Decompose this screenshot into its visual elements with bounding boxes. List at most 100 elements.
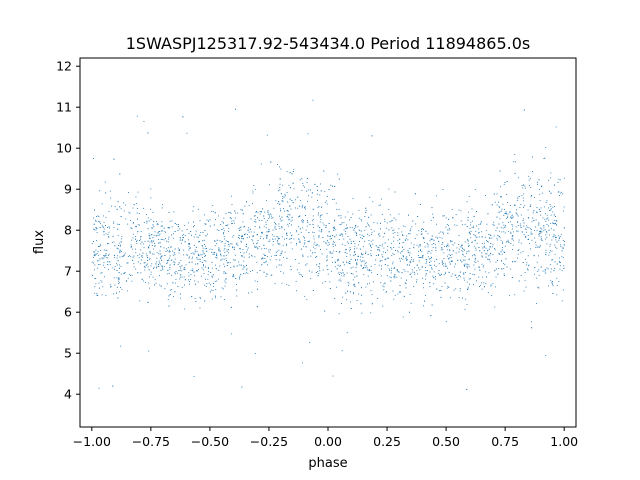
data-point xyxy=(537,183,538,185)
data-point xyxy=(109,261,111,263)
data-point xyxy=(306,181,308,183)
data-point xyxy=(327,273,329,275)
data-point xyxy=(473,216,475,218)
data-point xyxy=(239,227,241,228)
data-point xyxy=(445,266,447,267)
data-point xyxy=(462,247,463,249)
data-point xyxy=(389,214,391,216)
data-point xyxy=(295,207,296,209)
data-point xyxy=(504,227,506,228)
data-point xyxy=(360,264,362,266)
data-point xyxy=(251,254,252,256)
data-point xyxy=(221,229,223,230)
data-point xyxy=(478,267,480,268)
data-point xyxy=(226,224,228,226)
x-tick-label: 0.75 xyxy=(491,434,519,449)
data-point xyxy=(494,286,496,288)
data-point xyxy=(246,201,247,203)
data-point xyxy=(328,231,330,233)
data-point xyxy=(445,263,446,265)
data-point xyxy=(148,247,149,248)
data-point xyxy=(194,225,195,226)
data-point xyxy=(346,272,348,274)
data-point xyxy=(91,261,93,263)
data-point xyxy=(378,234,380,236)
data-point xyxy=(307,221,309,223)
data-point xyxy=(202,245,203,247)
data-point xyxy=(337,259,339,261)
data-point xyxy=(347,236,349,237)
data-point xyxy=(561,250,563,252)
data-point xyxy=(176,224,178,225)
data-point xyxy=(387,257,388,259)
data-point xyxy=(358,229,360,231)
data-point xyxy=(552,281,553,282)
data-point xyxy=(199,307,201,309)
data-point xyxy=(399,242,400,244)
data-point xyxy=(356,235,358,236)
data-point xyxy=(496,193,498,195)
data-point xyxy=(226,265,228,266)
data-point xyxy=(556,220,558,222)
data-point xyxy=(352,273,354,275)
data-point xyxy=(202,257,203,258)
data-point xyxy=(538,179,540,181)
data-point xyxy=(312,215,314,217)
data-point xyxy=(550,228,552,230)
data-point xyxy=(349,263,351,265)
data-point xyxy=(207,278,209,280)
data-point xyxy=(552,211,554,213)
data-point xyxy=(478,276,480,278)
data-point xyxy=(439,237,441,238)
data-point xyxy=(485,195,486,196)
data-point xyxy=(503,268,505,269)
data-point xyxy=(349,291,351,293)
data-point xyxy=(282,196,284,197)
data-point xyxy=(317,275,319,277)
data-point xyxy=(342,296,344,298)
data-point xyxy=(238,237,239,238)
data-point xyxy=(228,227,230,229)
data-point xyxy=(358,293,360,295)
data-point xyxy=(308,240,310,242)
data-point xyxy=(143,247,145,249)
data-point xyxy=(161,255,163,257)
data-point xyxy=(369,196,371,198)
data-point xyxy=(500,260,502,262)
data-point xyxy=(305,229,307,231)
data-point xyxy=(99,227,101,228)
data-point xyxy=(120,216,122,217)
data-point xyxy=(127,223,129,225)
data-point xyxy=(429,271,431,273)
data-point xyxy=(368,243,370,245)
data-point xyxy=(345,233,347,235)
data-point xyxy=(268,241,270,242)
data-point xyxy=(448,257,450,259)
data-point xyxy=(501,253,503,255)
data-point xyxy=(361,252,362,254)
data-point xyxy=(372,201,374,203)
data-point xyxy=(354,243,356,244)
data-point xyxy=(538,287,540,289)
data-point xyxy=(190,279,191,280)
data-point xyxy=(503,183,505,185)
data-point xyxy=(555,237,557,238)
data-point xyxy=(159,233,161,235)
data-point xyxy=(286,237,288,239)
data-point xyxy=(368,240,370,241)
data-point xyxy=(522,262,524,263)
data-point xyxy=(394,232,396,233)
data-point xyxy=(411,269,413,271)
data-point xyxy=(489,261,491,263)
data-point xyxy=(465,298,467,300)
data-point xyxy=(189,244,191,245)
data-point xyxy=(532,171,533,173)
data-point xyxy=(369,269,370,270)
data-point xyxy=(339,235,341,236)
data-point xyxy=(279,183,281,185)
data-point xyxy=(225,282,227,284)
data-point xyxy=(345,249,346,251)
data-point xyxy=(201,262,203,263)
data-point xyxy=(387,246,389,247)
